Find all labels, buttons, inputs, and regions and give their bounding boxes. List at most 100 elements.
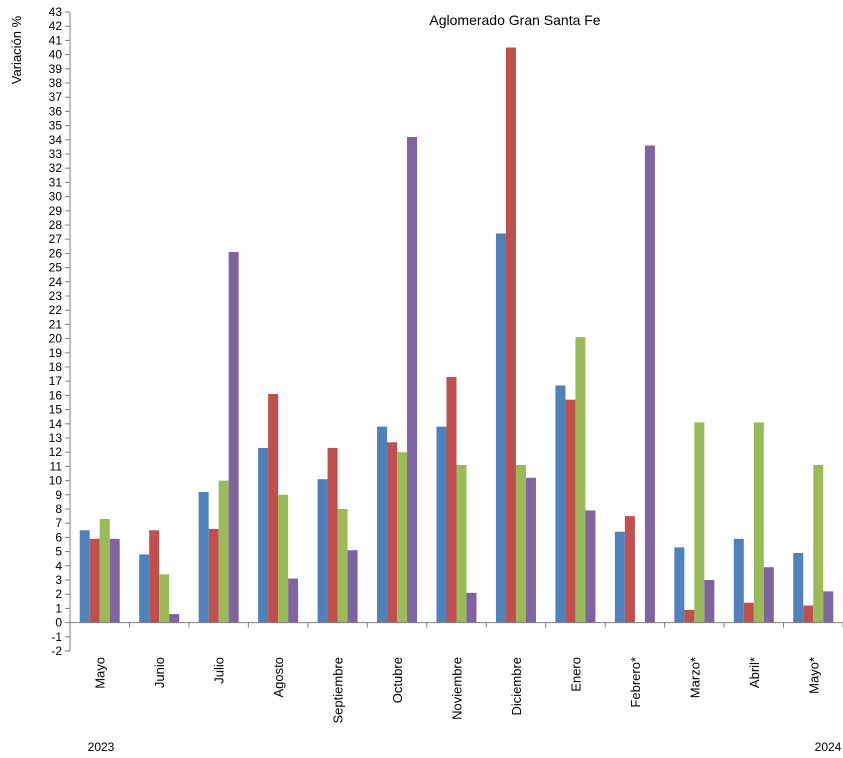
y-axis-ticks: -2-1012345678910111213141516171819202122…	[49, 5, 70, 658]
y-tick-label: 11	[50, 459, 63, 473]
bar	[793, 553, 804, 623]
bar	[456, 464, 467, 623]
y-tick-label: 29	[49, 204, 63, 218]
chart-title: Aglomerado Gran Santa Fe	[429, 12, 600, 28]
bar	[327, 447, 338, 623]
bar	[377, 426, 388, 623]
y-tick-label: 18	[49, 360, 63, 374]
bar	[644, 145, 655, 623]
y-tick-label: 19	[49, 346, 63, 360]
bar	[753, 422, 764, 623]
x-category-label: Marzo*	[687, 657, 702, 698]
y-tick-label: 28	[49, 218, 63, 232]
y-tick-label: 38	[49, 76, 63, 90]
x-category-label: Enero	[568, 657, 583, 692]
y-tick-label: 2	[55, 587, 62, 601]
year-label-end: 2024	[815, 740, 842, 754]
bar	[317, 479, 328, 623]
y-tick-label: 33	[49, 147, 63, 161]
bar	[268, 393, 279, 623]
x-category-label: Diciembre	[509, 657, 524, 716]
y-tick-label: 37	[49, 90, 63, 104]
x-category-label: Febrero*	[628, 657, 643, 708]
bar	[515, 464, 526, 623]
y-tick-label: 4	[55, 559, 62, 573]
bar	[505, 47, 516, 623]
bar	[79, 530, 90, 623]
x-category-label: Octubre	[390, 657, 405, 703]
y-tick-label: 20	[49, 332, 63, 346]
bar	[218, 480, 229, 623]
bar	[208, 528, 219, 623]
x-category-label: Junio	[152, 657, 167, 688]
y-tick-label: 9	[55, 488, 62, 502]
y-tick-label: 12	[49, 445, 63, 459]
x-category-label: Noviembre	[450, 657, 465, 720]
y-tick-label: 39	[49, 62, 63, 76]
bar	[89, 538, 100, 623]
y-tick-label: 6	[55, 530, 62, 544]
y-tick-label: -1	[51, 630, 62, 644]
bar	[704, 580, 715, 623]
bar	[466, 592, 477, 623]
bar	[624, 516, 635, 623]
bar	[733, 538, 744, 623]
bar	[288, 578, 299, 623]
bar	[694, 422, 705, 623]
bar	[337, 509, 348, 623]
y-tick-label: 1	[55, 601, 62, 615]
y-tick-label: 16	[49, 388, 63, 402]
y-tick-label: 27	[49, 232, 63, 246]
y-tick-label: 25	[49, 261, 63, 275]
bar	[585, 510, 596, 623]
bar	[169, 614, 180, 623]
bar	[149, 530, 160, 623]
y-tick-label: 8	[55, 502, 62, 516]
y-tick-label: 26	[49, 246, 63, 260]
bar	[258, 447, 269, 623]
x-category-label: Mayo	[93, 657, 108, 689]
y-tick-label: 30	[49, 190, 63, 204]
bar	[159, 574, 170, 623]
bar	[139, 554, 150, 623]
bar	[387, 442, 398, 623]
axes	[69, 12, 843, 651]
year-label-start: 2023	[88, 740, 115, 754]
bar	[407, 136, 418, 623]
bar	[813, 464, 824, 623]
y-axis-label: Variación %	[9, 15, 24, 84]
bar	[99, 518, 110, 623]
bar	[436, 426, 447, 623]
bar	[555, 385, 566, 623]
y-tick-label: 0	[55, 616, 62, 630]
y-tick-label: 21	[49, 317, 63, 331]
bar	[575, 337, 586, 623]
y-tick-label: -2	[51, 644, 62, 658]
bar	[228, 251, 239, 623]
bar	[614, 531, 625, 623]
x-category-label: Abril*	[747, 657, 762, 688]
y-tick-label: 5	[55, 545, 62, 559]
bar	[674, 547, 685, 623]
bar	[684, 609, 695, 623]
y-tick-label: 41	[49, 33, 63, 47]
bar	[495, 233, 506, 623]
bar	[565, 399, 576, 623]
x-category-label: Mayo*	[806, 657, 821, 694]
x-category-label: Julio	[212, 657, 227, 684]
bar	[743, 602, 754, 623]
bar	[823, 591, 834, 623]
y-tick-label: 13	[49, 431, 63, 445]
bar	[763, 567, 774, 623]
y-tick-label: 40	[49, 48, 63, 62]
y-tick-label: 36	[49, 104, 63, 118]
y-tick-label: 17	[49, 374, 63, 388]
bar	[397, 452, 408, 623]
bar	[803, 605, 814, 623]
y-tick-label: 31	[49, 175, 63, 189]
y-tick-label: 10	[49, 474, 63, 488]
x-category-label: Agosto	[271, 657, 286, 697]
y-tick-label: 43	[49, 5, 63, 19]
y-tick-label: 7	[55, 516, 62, 530]
x-category-label: Septiembre	[331, 657, 346, 723]
